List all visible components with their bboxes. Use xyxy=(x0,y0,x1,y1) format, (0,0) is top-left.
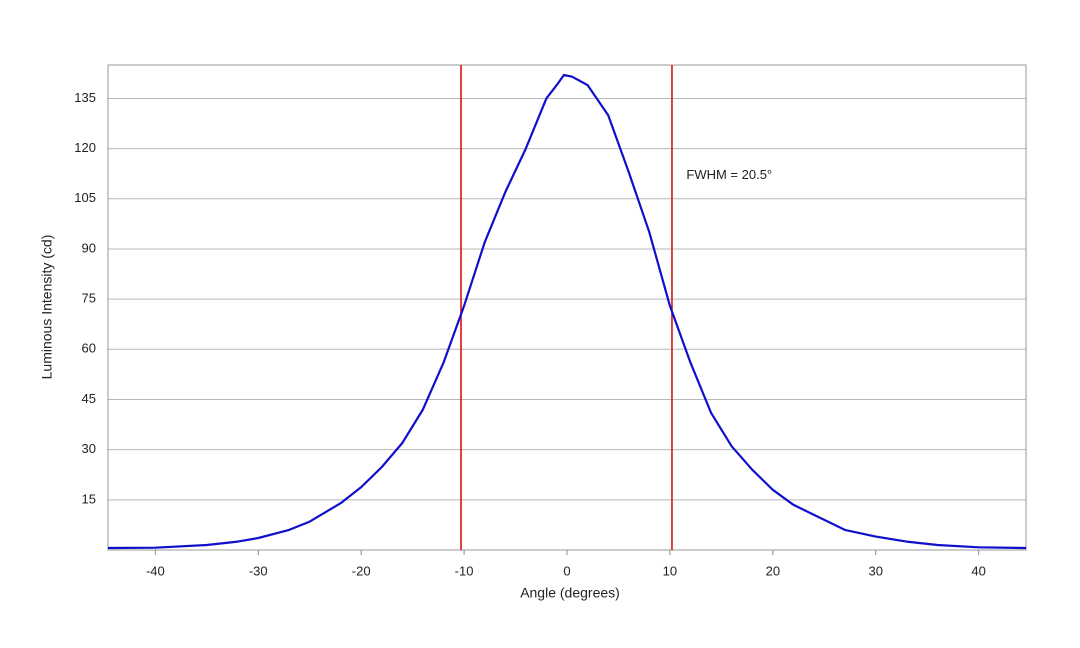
plot-frame xyxy=(107,64,1027,551)
y-tick-label: 45 xyxy=(82,391,96,406)
x-tick-label: -40 xyxy=(146,563,165,578)
intensity-curve xyxy=(107,73,1027,550)
annotation: FWHM = 20.5° xyxy=(686,167,772,182)
x-tick-label: 20 xyxy=(766,563,780,578)
y-tick-label: 90 xyxy=(82,240,96,255)
y-tick-label: 75 xyxy=(82,291,96,306)
y-tick-label: 30 xyxy=(82,441,96,456)
y-tick-label: 120 xyxy=(74,140,96,155)
y-tick-label: 135 xyxy=(74,90,96,105)
x-tick-label: 0 xyxy=(563,563,570,578)
x-tick-label: 10 xyxy=(663,563,677,578)
x-tick-label: -10 xyxy=(455,563,474,578)
x-axis-title: Angle (degrees) xyxy=(520,585,620,601)
x-tick-label: 30 xyxy=(869,563,883,578)
y-tick-label: 105 xyxy=(74,190,96,205)
y-tick-label: 15 xyxy=(82,491,96,506)
x-tick-label: 40 xyxy=(971,563,985,578)
y-axis-title: Luminous Intensity (cd) xyxy=(39,235,55,380)
y-tick-label: 60 xyxy=(82,341,96,356)
x-tick-label: -30 xyxy=(249,563,268,578)
x-tick-label: -20 xyxy=(352,563,371,578)
